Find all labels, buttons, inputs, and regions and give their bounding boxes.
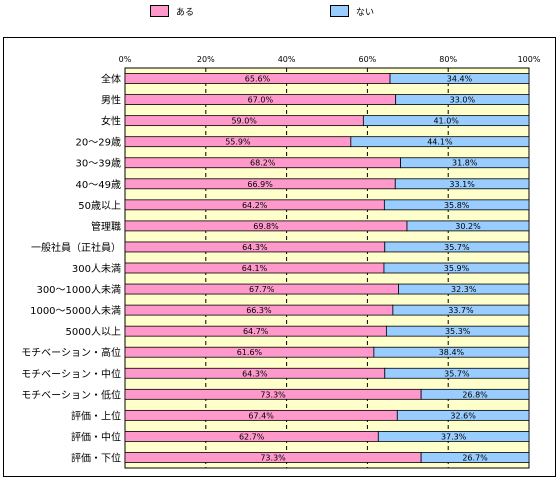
bar-nai — [406, 220, 530, 232]
legend-swatch-aru — [150, 5, 169, 17]
bar-nai — [398, 283, 530, 295]
value-label-nai: 30.2% — [455, 222, 481, 231]
legend-label-aru: ある — [176, 8, 195, 18]
category-label: 20～29歳 — [76, 137, 121, 149]
value-label-aru: 66.3% — [246, 306, 272, 315]
value-label-aru: 69.8% — [253, 222, 279, 231]
value-label-nai: 35.9% — [444, 264, 470, 273]
category-label: 5000人以上 — [66, 326, 121, 338]
bar-nai — [394, 178, 530, 190]
bar-nai — [396, 409, 530, 421]
value-label-nai: 35.3% — [445, 327, 471, 336]
value-label-aru: 61.6% — [237, 348, 263, 357]
value-label-nai: 32.3% — [451, 285, 477, 294]
bar-nai — [385, 325, 530, 337]
bar-nai — [400, 157, 530, 169]
value-label-aru: 64.1% — [242, 264, 268, 273]
bar-nai — [384, 241, 530, 253]
x-tick-label: 80% — [439, 55, 457, 64]
value-label-nai: 26.7% — [462, 453, 488, 462]
bar-nai — [373, 346, 530, 358]
x-tick-label: 100% — [518, 55, 541, 64]
value-label-nai: 33.0% — [450, 96, 476, 105]
value-label-nai: 38.4% — [439, 348, 465, 357]
value-label-nai: 35.8% — [444, 201, 470, 210]
value-label-nai: 37.3% — [441, 432, 467, 441]
value-label-aru: 64.2% — [242, 201, 268, 210]
value-label-nai: 35.7% — [444, 369, 470, 378]
x-axis-ticks: 0% 20% 40% 60% 80% 100% — [119, 55, 541, 64]
category-label: 評価・中位 — [71, 430, 121, 443]
category-label: 評価・下位 — [71, 451, 121, 464]
legend-swatch-nai — [330, 5, 349, 17]
category-label: 50歳以上 — [78, 200, 121, 212]
bar-nai — [377, 431, 530, 442]
category-label: モチベーション・中位 — [21, 367, 121, 380]
value-label-aru: 73.3% — [260, 453, 286, 462]
value-label-aru: 64.3% — [242, 369, 268, 378]
x-tick-label: 60% — [359, 55, 377, 64]
bar-nai — [384, 367, 530, 379]
bar-nai — [383, 262, 530, 274]
value-label-aru: 67.0% — [248, 96, 274, 105]
category-label: 30～39歳 — [76, 158, 121, 170]
value-label-nai: 44.1% — [427, 138, 453, 147]
bar-nai — [395, 94, 530, 105]
bar-nai — [383, 199, 530, 211]
value-label-nai: 33.1% — [449, 180, 475, 189]
x-tick-label: 0% — [119, 55, 132, 64]
value-label-aru: 73.3% — [260, 390, 286, 399]
value-label-aru: 62.7% — [239, 432, 265, 441]
value-label-nai: 32.6% — [450, 411, 476, 420]
bar-nai — [420, 388, 530, 400]
value-label-aru: 65.6% — [245, 75, 271, 84]
category-label: 40～49歳 — [76, 179, 121, 191]
category-label: 1000～5000人未満 — [30, 305, 121, 317]
category-label: 管理職 — [91, 220, 121, 233]
category-label: 全体 — [101, 73, 121, 86]
value-label-nai: 41.0% — [433, 117, 459, 126]
x-tick-label: 40% — [278, 55, 296, 64]
value-label-nai: 35.7% — [444, 243, 470, 252]
bar-nai — [362, 115, 530, 127]
bar-nai — [389, 73, 530, 84]
bar-nai — [350, 136, 530, 148]
category-label: 女性 — [101, 115, 121, 128]
legend-label-nai: ない — [356, 8, 375, 18]
category-label: 男性 — [101, 94, 121, 107]
category-label: モチベーション・低位 — [21, 388, 121, 401]
value-label-aru: 67.7% — [249, 285, 275, 294]
value-label-aru: 67.4% — [248, 411, 274, 420]
bar-nai — [420, 452, 530, 463]
value-label-aru: 55.9% — [225, 138, 251, 147]
category-label: モチベーション・高位 — [21, 346, 121, 359]
value-label-nai: 33.7% — [448, 306, 474, 315]
value-label-nai: 31.8% — [452, 159, 478, 168]
category-label: 評価・上位 — [71, 409, 121, 422]
value-label-nai: 34.4% — [447, 75, 473, 84]
category-label: 一般社員（正社員） — [31, 241, 121, 254]
value-label-aru: 64.3% — [242, 243, 268, 252]
category-label: 300～1000人未満 — [36, 284, 121, 296]
bars — [124, 73, 530, 463]
value-labels: 65.6% 34.4% 67.0% 33.0% 59.0% 41.0% 55.9% 44.1%… — [225, 75, 488, 463]
value-label-aru: 64.7% — [243, 327, 269, 336]
value-label-nai: 26.8% — [462, 390, 488, 399]
category-label: 300人未満 — [72, 263, 121, 275]
value-label-aru: 66.9% — [247, 180, 273, 189]
value-label-aru: 59.0% — [231, 117, 257, 126]
bar-nai — [392, 304, 530, 316]
value-label-aru: 68.2% — [250, 159, 276, 168]
x-tick-label: 20% — [197, 55, 215, 64]
